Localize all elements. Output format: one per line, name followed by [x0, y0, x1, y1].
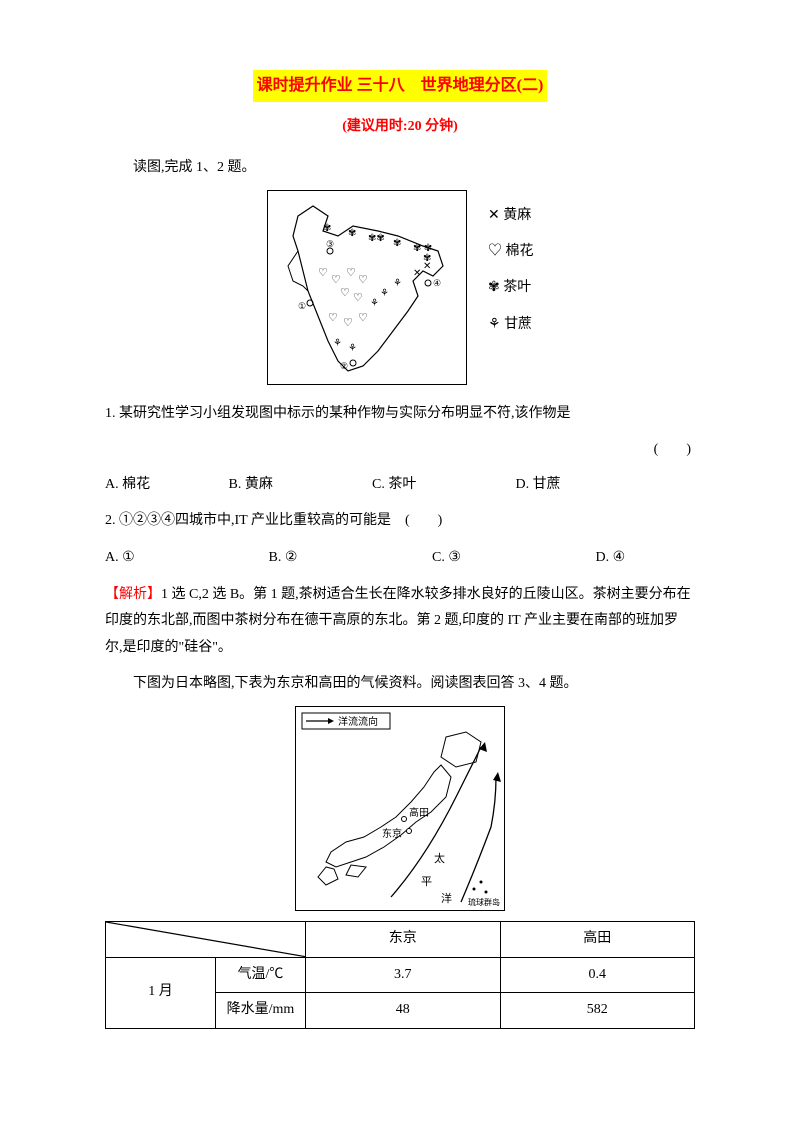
svg-text:②: ②	[340, 361, 348, 371]
svg-text:♡: ♡	[353, 292, 363, 304]
climate-table: 东京 高田 1 月 气温/℃ 3.7 0.4 降水量/mm 48 582	[105, 921, 695, 1029]
svg-text:太: 太	[434, 852, 445, 865]
q1-option-b: B. 黄麻	[229, 472, 369, 499]
legend-item: ⚘ 甘蔗	[488, 307, 534, 343]
svg-text:✾: ✾	[323, 223, 331, 234]
svg-text:⚘: ⚘	[370, 298, 379, 309]
legend-symbol: ✾	[488, 280, 500, 295]
svg-text:♡: ♡	[328, 312, 338, 324]
svg-text:♡: ♡	[331, 274, 341, 286]
table-diag-cell	[106, 921, 306, 957]
svg-text:♡: ♡	[346, 267, 356, 279]
legend-symbol: ✕	[488, 208, 500, 223]
table-header-takada: 高田	[500, 921, 695, 957]
intro-text-2: 下图为日本略图,下表为东京和高田的气候资料。阅读图表回答 3、4 题。	[105, 671, 695, 698]
table-temp-tokyo: 3.7	[306, 957, 501, 993]
svg-text:③: ③	[326, 239, 334, 249]
svg-text:♡: ♡	[318, 267, 328, 279]
q2-option-a: A. ①	[105, 545, 265, 572]
legend-item: ✕ 黄麻	[488, 198, 534, 234]
question-2-text: 2. ①②③④四城市中,IT 产业比重较高的可能是 ( )	[105, 508, 695, 535]
q2-option-d: D. ④	[596, 545, 626, 572]
svg-text:①: ①	[298, 301, 306, 311]
svg-text:⚘: ⚘	[393, 278, 402, 289]
japan-map-container: 洋流流向 琉球群岛 高田 东京 太 平 洋	[105, 706, 695, 911]
svg-text:琉球群岛: 琉球群岛	[468, 897, 500, 907]
legend-symbol: ♡	[488, 244, 502, 259]
table-header-row: 东京 高田	[106, 921, 695, 957]
city-takada: 高田	[409, 806, 429, 819]
q2-option-b: B. ②	[269, 545, 429, 572]
svg-text:洋: 洋	[441, 891, 452, 905]
legend-label: 茶叶	[503, 280, 531, 295]
page-title: 课时提升作业 三十八 世界地理分区(二)	[253, 70, 548, 102]
legend-label: 棉花	[506, 244, 534, 259]
q2-option-c: C. ③	[432, 545, 592, 572]
svg-text:平: 平	[421, 876, 432, 888]
table-month-cell: 1 月	[106, 957, 216, 1028]
svg-text:⚘: ⚘	[333, 338, 342, 349]
svg-text:✕: ✕	[423, 261, 431, 272]
legend-label: 甘蔗	[504, 317, 532, 332]
analysis-block: 【解析】1 选 C,2 选 B。第 1 题,茶树适合生长在降水较多排水良好的丘陵…	[105, 582, 695, 662]
svg-text:✕: ✕	[413, 268, 421, 279]
flow-label: 洋流流向	[338, 715, 378, 728]
q1-option-d: D. 甘蔗	[516, 472, 561, 499]
japan-map: 洋流流向 琉球群岛 高田 东京 太 平 洋	[295, 706, 505, 911]
analysis-text: 1 选 C,2 选 B。第 1 题,茶树适合生长在降水较多排水良好的丘陵山区。茶…	[105, 587, 691, 655]
svg-text:⚘: ⚘	[348, 343, 357, 354]
legend-label: 黄麻	[503, 208, 531, 223]
intro-text-1: 读图,完成 1、2 题。	[105, 155, 695, 182]
india-map-container: ✾ ✾ ✾✾ ✾ ✾ ✾ ✾ ③ ♡ ♡ ♡ ♡ ♡ ♡ ✕ ✕ ④ ①	[105, 190, 695, 385]
legend-symbol: ⚘	[488, 317, 501, 332]
q1-option-c: C. 茶叶	[372, 472, 512, 499]
svg-text:♡: ♡	[343, 317, 353, 329]
svg-text:✾: ✾	[393, 238, 401, 249]
question-1-text: 1. 某研究性学习小组发现图中标示的某种作物与实际分布明显不符,该作物是	[105, 401, 695, 428]
table-row: 1 月 气温/℃ 3.7 0.4	[106, 957, 695, 993]
table-header-tokyo: 东京	[306, 921, 501, 957]
svg-text:♡: ♡	[340, 287, 350, 299]
india-map: ✾ ✾ ✾✾ ✾ ✾ ✾ ✾ ③ ♡ ♡ ♡ ♡ ♡ ♡ ✕ ✕ ④ ①	[267, 190, 467, 385]
question-1-options: A. 棉花 B. 黄麻 C. 茶叶 D. 甘蔗	[105, 472, 695, 499]
table-precip-tokyo: 48	[306, 993, 501, 1029]
svg-text:♡: ♡	[358, 274, 368, 286]
title-container: 课时提升作业 三十八 世界地理分区(二)	[105, 70, 695, 102]
svg-text:④: ④	[433, 278, 441, 288]
table-temp-takada: 0.4	[500, 957, 695, 993]
table-label-temp: 气温/℃	[216, 957, 306, 993]
svg-text:♡: ♡	[358, 312, 368, 324]
japan-map-svg: 洋流流向 琉球群岛 高田 东京 太 平 洋	[296, 707, 506, 912]
svg-text:✾✾: ✾✾	[368, 233, 385, 244]
city-tokyo: 东京	[382, 827, 402, 840]
question-2-options: A. ① B. ② C. ③ D. ④	[105, 545, 695, 572]
table-precip-takada: 582	[500, 993, 695, 1029]
page-subtitle: (建议用时:20 分钟)	[105, 114, 695, 141]
map-legend: ✕ 黄麻 ♡ 棉花 ✾ 茶叶 ⚘ 甘蔗	[488, 190, 534, 344]
svg-text:✾: ✾	[348, 228, 356, 239]
analysis-label: 【解析】	[105, 587, 161, 602]
india-map-svg: ✾ ✾ ✾✾ ✾ ✾ ✾ ✾ ③ ♡ ♡ ♡ ♡ ♡ ♡ ✕ ✕ ④ ①	[268, 191, 468, 386]
svg-text:⚘: ⚘	[380, 288, 389, 299]
table-label-precip: 降水量/mm	[216, 993, 306, 1029]
legend-item: ♡ 棉花	[488, 234, 534, 270]
legend-item: ✾ 茶叶	[488, 270, 534, 306]
q1-option-a: A. 棉花	[105, 472, 225, 499]
question-1-bracket: ( )	[105, 437, 695, 464]
